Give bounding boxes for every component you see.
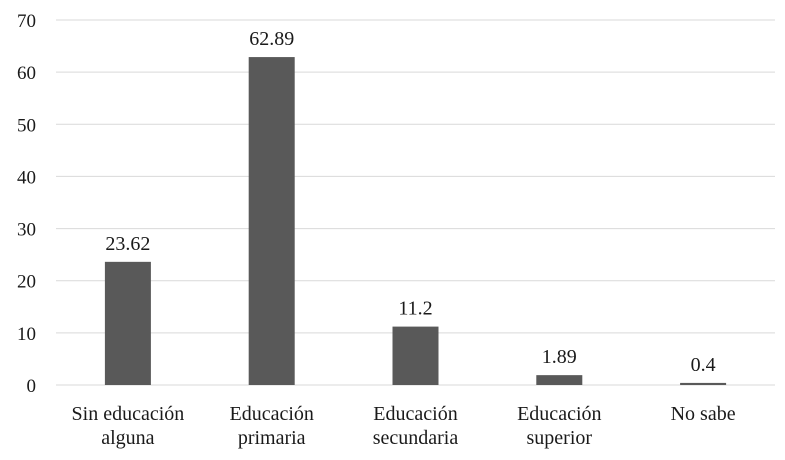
bar: [680, 382, 727, 385]
data-label: 23.62: [105, 233, 150, 255]
bars: [104, 57, 727, 385]
data-label: 0.4: [691, 354, 716, 376]
data-label: 62.89: [249, 28, 294, 50]
data-label: 1.89: [542, 346, 577, 368]
x-category-label: No sabe: [671, 403, 736, 425]
gridlines: [56, 19, 775, 386]
x-axis-categories: Sin educación alguna Educación primaria Educ…: [72, 403, 736, 449]
y-tick-label: 30: [17, 220, 36, 241]
bar: [536, 375, 583, 385]
bar: [104, 261, 151, 385]
y-tick-label: 10: [17, 324, 36, 345]
y-tick-label: 60: [17, 63, 36, 84]
y-tick-label: 50: [17, 115, 36, 136]
y-tick-label: 0: [27, 376, 37, 397]
x-category-label: Sin educación alguna: [72, 403, 185, 449]
y-tick-label: 70: [17, 11, 36, 32]
x-category-label: Educación primaria: [229, 403, 313, 449]
bar: [392, 326, 439, 385]
data-labels: 23.62 62.89 11.2 1.89 0.4: [105, 28, 715, 376]
y-tick-label: 20: [17, 272, 36, 293]
bar: [248, 57, 295, 385]
x-category-label: Educación secundaria: [373, 403, 459, 449]
x-category-label: Educación superior: [517, 403, 601, 449]
data-label: 11.2: [398, 298, 432, 320]
y-tick-label: 40: [17, 167, 36, 188]
y-axis-ticks: 0 10 20 30 40 50 60 70: [17, 11, 36, 397]
